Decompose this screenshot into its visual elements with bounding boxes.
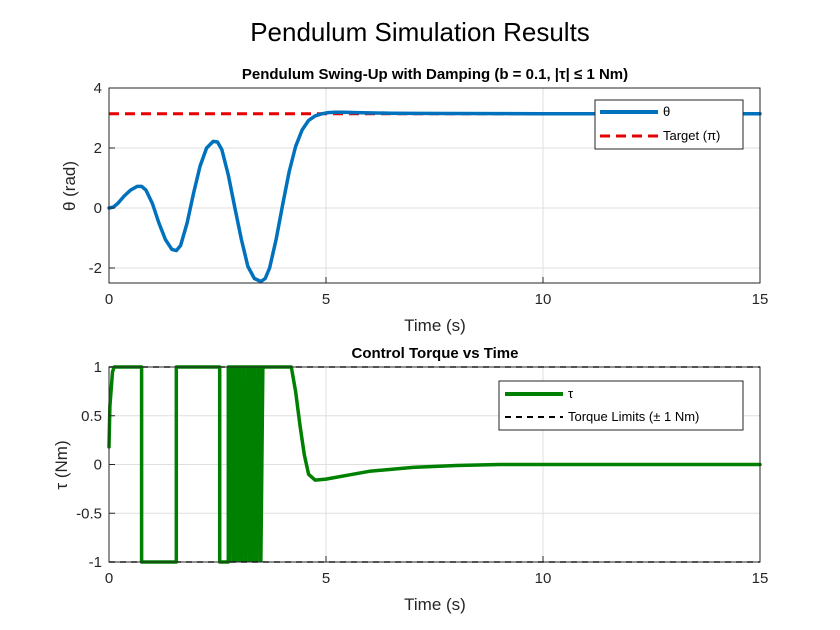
theta-xtick-label: 10	[535, 291, 552, 308]
torque-legend-label: τ	[568, 386, 574, 401]
torque-legend: τ Torque Limits (± 1 Nm)	[498, 380, 744, 431]
torque-ytick-label: 0	[94, 457, 102, 474]
figure-title: Pendulum Simulation Results	[250, 17, 590, 47]
torque-ylabel: τ (Nm)	[52, 440, 71, 489]
theta-ytick-label: 0	[94, 200, 102, 217]
theta-xlabel: Time (s)	[404, 316, 466, 335]
torque-ticks: 0 5 10 15 -1 -0.5 0 0.5 1	[76, 359, 768, 587]
torque-xtick-label: 10	[535, 570, 552, 587]
torque-series-line	[107, 365, 762, 564]
torque-plot-title: Control Torque vs Time	[352, 345, 519, 362]
torque-axes: Control Torque vs Time 0 5 10 15 -1 -0.5 0 0.5 1…	[52, 345, 768, 614]
theta-legend-box	[594, 99, 744, 150]
torque-ytick-label: -0.5	[76, 505, 102, 522]
theta-plot-title: Pendulum Swing-Up with Damping (b = 0.1,…	[242, 66, 628, 83]
target-legend-label: Target (π)	[663, 128, 720, 143]
theta-ylabel: θ (rad)	[60, 161, 79, 211]
theta-series-line	[107, 110, 762, 284]
theta-legend: θ Target (π)	[594, 99, 744, 150]
torque-xtick-label: 5	[322, 570, 330, 587]
torque-ytick-label: 1	[94, 359, 102, 376]
theta-legend-label: θ	[663, 104, 670, 119]
theta-axes: Pendulum Swing-Up with Damping (b = 0.1,…	[60, 66, 768, 335]
torque-legend-box	[498, 380, 744, 431]
torque-xtick-label: 15	[752, 570, 769, 587]
limits-legend-label: Torque Limits (± 1 Nm)	[568, 409, 699, 424]
theta-axes-box	[108, 87, 761, 284]
theta-ytick-label: -2	[89, 260, 102, 277]
torque-oscillation-band-2	[227, 366, 264, 563]
theta-ytick-label: 4	[94, 80, 102, 97]
torque-ytick-label: -1	[89, 554, 102, 571]
theta-xtick-label: 0	[105, 291, 113, 308]
theta-xtick-label: 15	[752, 291, 769, 308]
theta-xtick-label: 5	[322, 291, 330, 308]
torque-xtick-label: 0	[105, 570, 113, 587]
torque-ytick-label: 0.5	[81, 408, 102, 425]
torque-xlabel: Time (s)	[404, 595, 466, 614]
theta-ytick-label: 2	[94, 140, 102, 157]
theta-series	[107, 110, 762, 284]
